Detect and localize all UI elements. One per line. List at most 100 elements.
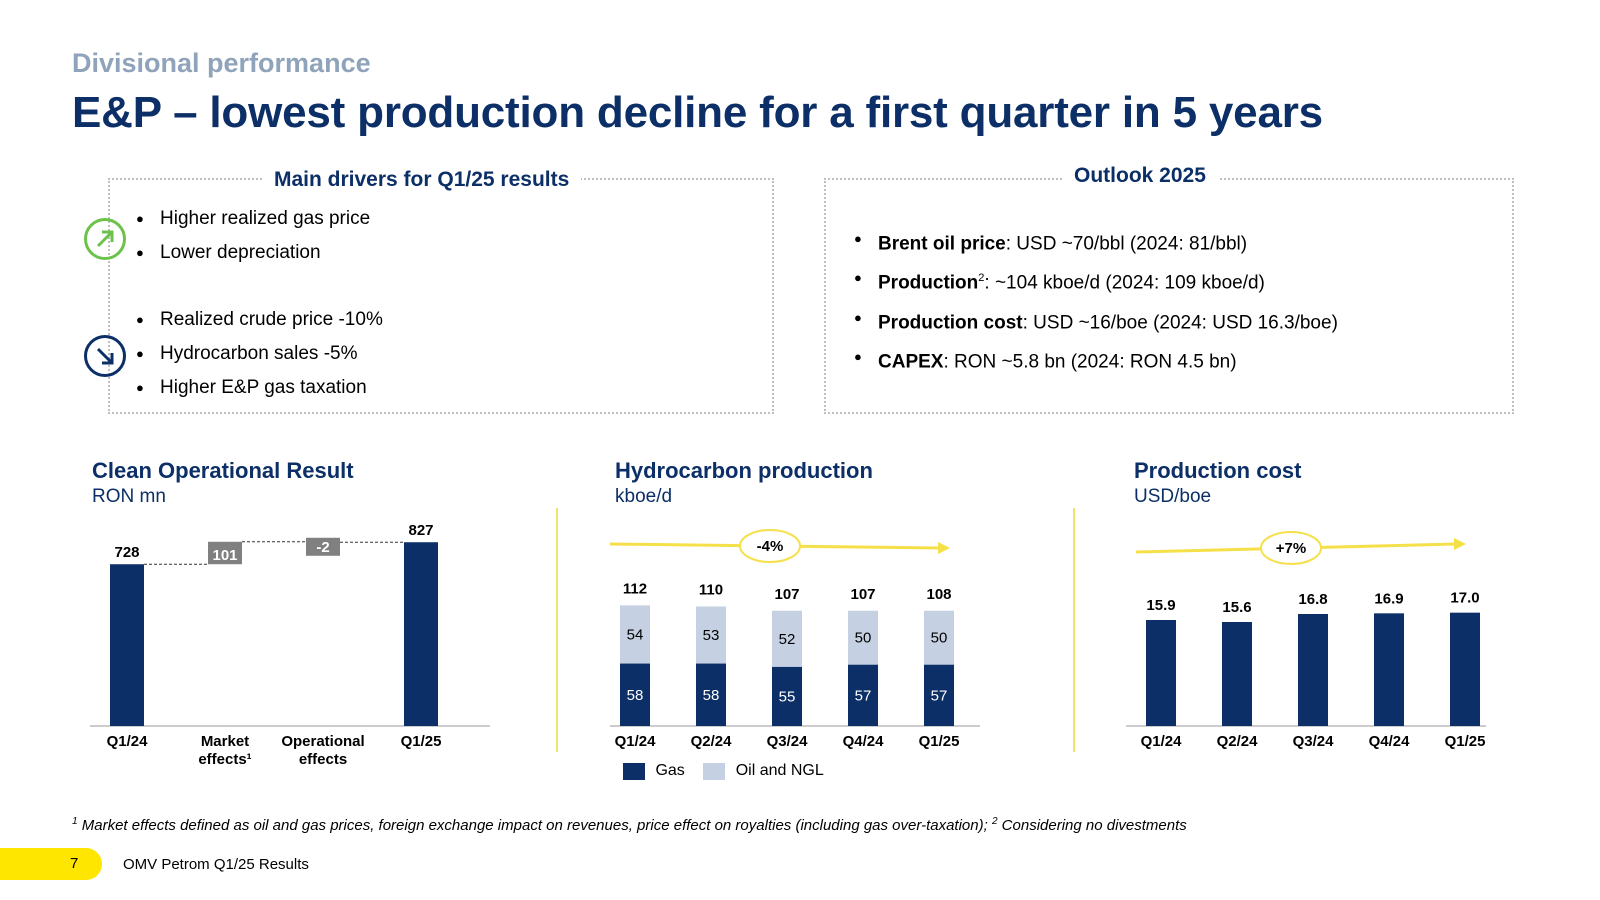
- list-item: Higher E&P gas taxation: [136, 371, 383, 405]
- outlook-item-label: Brent oil price: [878, 233, 1006, 255]
- footnote-text: Market effects defined as oil and gas pr…: [77, 817, 992, 834]
- page-number: 7: [70, 855, 79, 872]
- chart-divider: [556, 508, 558, 752]
- outlook-item-label: CAPEX: [878, 351, 944, 373]
- outlook-item-value: : RON ~5.8 bn (2024: RON 4.5 bn): [943, 351, 1237, 373]
- segment-label-gas: 58: [703, 687, 720, 704]
- bar: [1146, 620, 1176, 726]
- x-tick-label: effects: [299, 751, 347, 768]
- bar-gas: [924, 664, 954, 726]
- chart-divider: [1073, 508, 1075, 752]
- outlook-item-value: : ~104 kboe/d (2024: 109 kboe/d): [984, 272, 1265, 294]
- bar: [110, 564, 144, 726]
- outlook-item: CAPEX: RON ~5.8 bn (2024: RON 4.5 bn): [854, 340, 1338, 379]
- trend-arrow-head: [938, 542, 950, 554]
- segment-label-oil: 53: [703, 627, 720, 644]
- segment-label-gas: 55: [779, 688, 796, 705]
- segment-label-gas: 57: [931, 687, 948, 704]
- page-tab: [0, 848, 102, 880]
- outlook-item: Production cost: USD ~16/boe (2024: USD …: [854, 301, 1338, 340]
- list-item: Hydrocarbon sales -5%: [136, 337, 383, 371]
- bar-value-label: 16.8: [1298, 591, 1327, 608]
- bar: [404, 542, 438, 726]
- chart-title-production-cost: Production cost: [1134, 458, 1302, 483]
- production-chart: 58 54 112 Q1/24 58 53 110 Q2/24 55 52 107 Q3/24 57 50…: [610, 529, 980, 750]
- x-tick-label: Operational: [281, 733, 364, 750]
- x-tick-label: Q3/24: [1293, 733, 1335, 750]
- bar-oil: [696, 606, 726, 664]
- trend-up-icon: [84, 218, 126, 260]
- trend-arrow-head: [1454, 538, 1466, 550]
- outlook-item: Production2: ~104 kboe/d (2024: 109 kboe…: [854, 261, 1338, 300]
- x-tick-label: Q1/25: [1445, 733, 1486, 750]
- legend-gas-swatch: [623, 762, 645, 780]
- total-label: 107: [774, 586, 799, 603]
- bar-gas: [696, 663, 726, 726]
- negative-drivers-list: Realized crude price -10% Hydrocarbon sa…: [136, 303, 383, 405]
- bar-value-label: -2: [316, 539, 329, 556]
- bar-value-label: 17.0: [1450, 590, 1479, 607]
- segment-label-oil: 50: [855, 630, 872, 647]
- positive-drivers-list: Higher realized gas price Lower deprecia…: [136, 202, 370, 270]
- bar-oil: [848, 610, 878, 665]
- bar-value-label: 16.9: [1374, 590, 1403, 607]
- outlook-list: Brent oil price: USD ~70/bbl (2024: 81/b…: [854, 222, 1338, 379]
- bar-value-label: 728: [114, 544, 139, 561]
- footer-text: OMV Petrom Q1/25 Results: [123, 856, 309, 873]
- footnote-sup: 1: [72, 816, 78, 827]
- bar-gas: [772, 666, 802, 726]
- list-item: Realized crude price -10%: [136, 303, 383, 337]
- bar-value-label: 101: [212, 547, 237, 564]
- bar-oil: [924, 610, 954, 665]
- chart-unit-production: kboe/d: [615, 486, 673, 507]
- legend-oil-swatch: [703, 762, 726, 780]
- trend-label: -4%: [757, 538, 784, 555]
- x-tick-label: Q1/24: [1141, 733, 1183, 750]
- x-tick-label: Q4/24: [1369, 733, 1411, 750]
- outlook-heading: Outlook 2025: [1062, 164, 1218, 188]
- x-tick-label: Q2/24: [1217, 733, 1259, 750]
- legend-oil-label: Oil and NGL: [735, 762, 824, 779]
- list-item: Lower depreciation: [136, 236, 370, 270]
- trend-bubble: [739, 529, 801, 563]
- bar: [1374, 613, 1404, 726]
- bar-gas: [620, 663, 650, 726]
- segment-label-oil: 50: [931, 630, 948, 647]
- trend-label: +7%: [1276, 540, 1306, 557]
- x-tick-label: effects¹: [198, 751, 251, 768]
- trend-bubble: [1260, 531, 1322, 565]
- total-label: 110: [699, 581, 723, 598]
- chart-unit-operational-result: RON mn: [92, 486, 166, 507]
- total-label: 107: [850, 586, 875, 603]
- segment-label-gas: 58: [627, 687, 644, 704]
- bar-value-label: 15.6: [1222, 599, 1251, 616]
- chart-title-production: Hydrocarbon production: [615, 458, 873, 483]
- bar-value-label: 827: [408, 522, 433, 539]
- x-tick-label: Q3/24: [767, 733, 809, 750]
- bar: [208, 541, 242, 565]
- total-label: 112: [623, 580, 647, 597]
- bar-value-label: 15.9: [1146, 597, 1175, 614]
- bar: [1450, 612, 1480, 726]
- trend-down-icon: [84, 335, 126, 377]
- bar-gas: [848, 664, 878, 726]
- x-tick-label: Q2/24: [691, 733, 733, 750]
- x-tick-label: Q1/24: [615, 733, 657, 750]
- outlook-item-value: : USD ~70/bbl (2024: 81/bbl): [1005, 233, 1248, 255]
- total-label: 108: [926, 586, 951, 603]
- footnote-text: Considering no divestments: [997, 817, 1187, 834]
- outlook-item: Brent oil price: USD ~70/bbl (2024: 81/b…: [854, 222, 1338, 261]
- list-item: Higher realized gas price: [136, 202, 370, 236]
- chart-title-operational-result: Clean Operational Result: [92, 458, 354, 483]
- chart-unit-production-cost: USD/boe: [1134, 486, 1212, 507]
- bar-oil: [620, 605, 650, 664]
- x-tick-label: Q4/24: [843, 733, 885, 750]
- production-cost-chart: 15.9 Q1/24 15.6 Q2/24 16.8 Q3/24 16.9 Q4/24 17.0…: [1126, 531, 1486, 750]
- x-tick-label: Q1/25: [919, 733, 960, 750]
- outlook-item-value: : USD ~16/boe (2024: USD 16.3/boe): [1022, 311, 1338, 333]
- page-title: E&P – lowest production decline for a fi…: [72, 88, 1323, 137]
- segment-label-gas: 57: [855, 687, 872, 704]
- outlook-item-label: Production cost: [878, 311, 1023, 333]
- footnote: 1 Market effects defined as oil and gas …: [72, 816, 1187, 834]
